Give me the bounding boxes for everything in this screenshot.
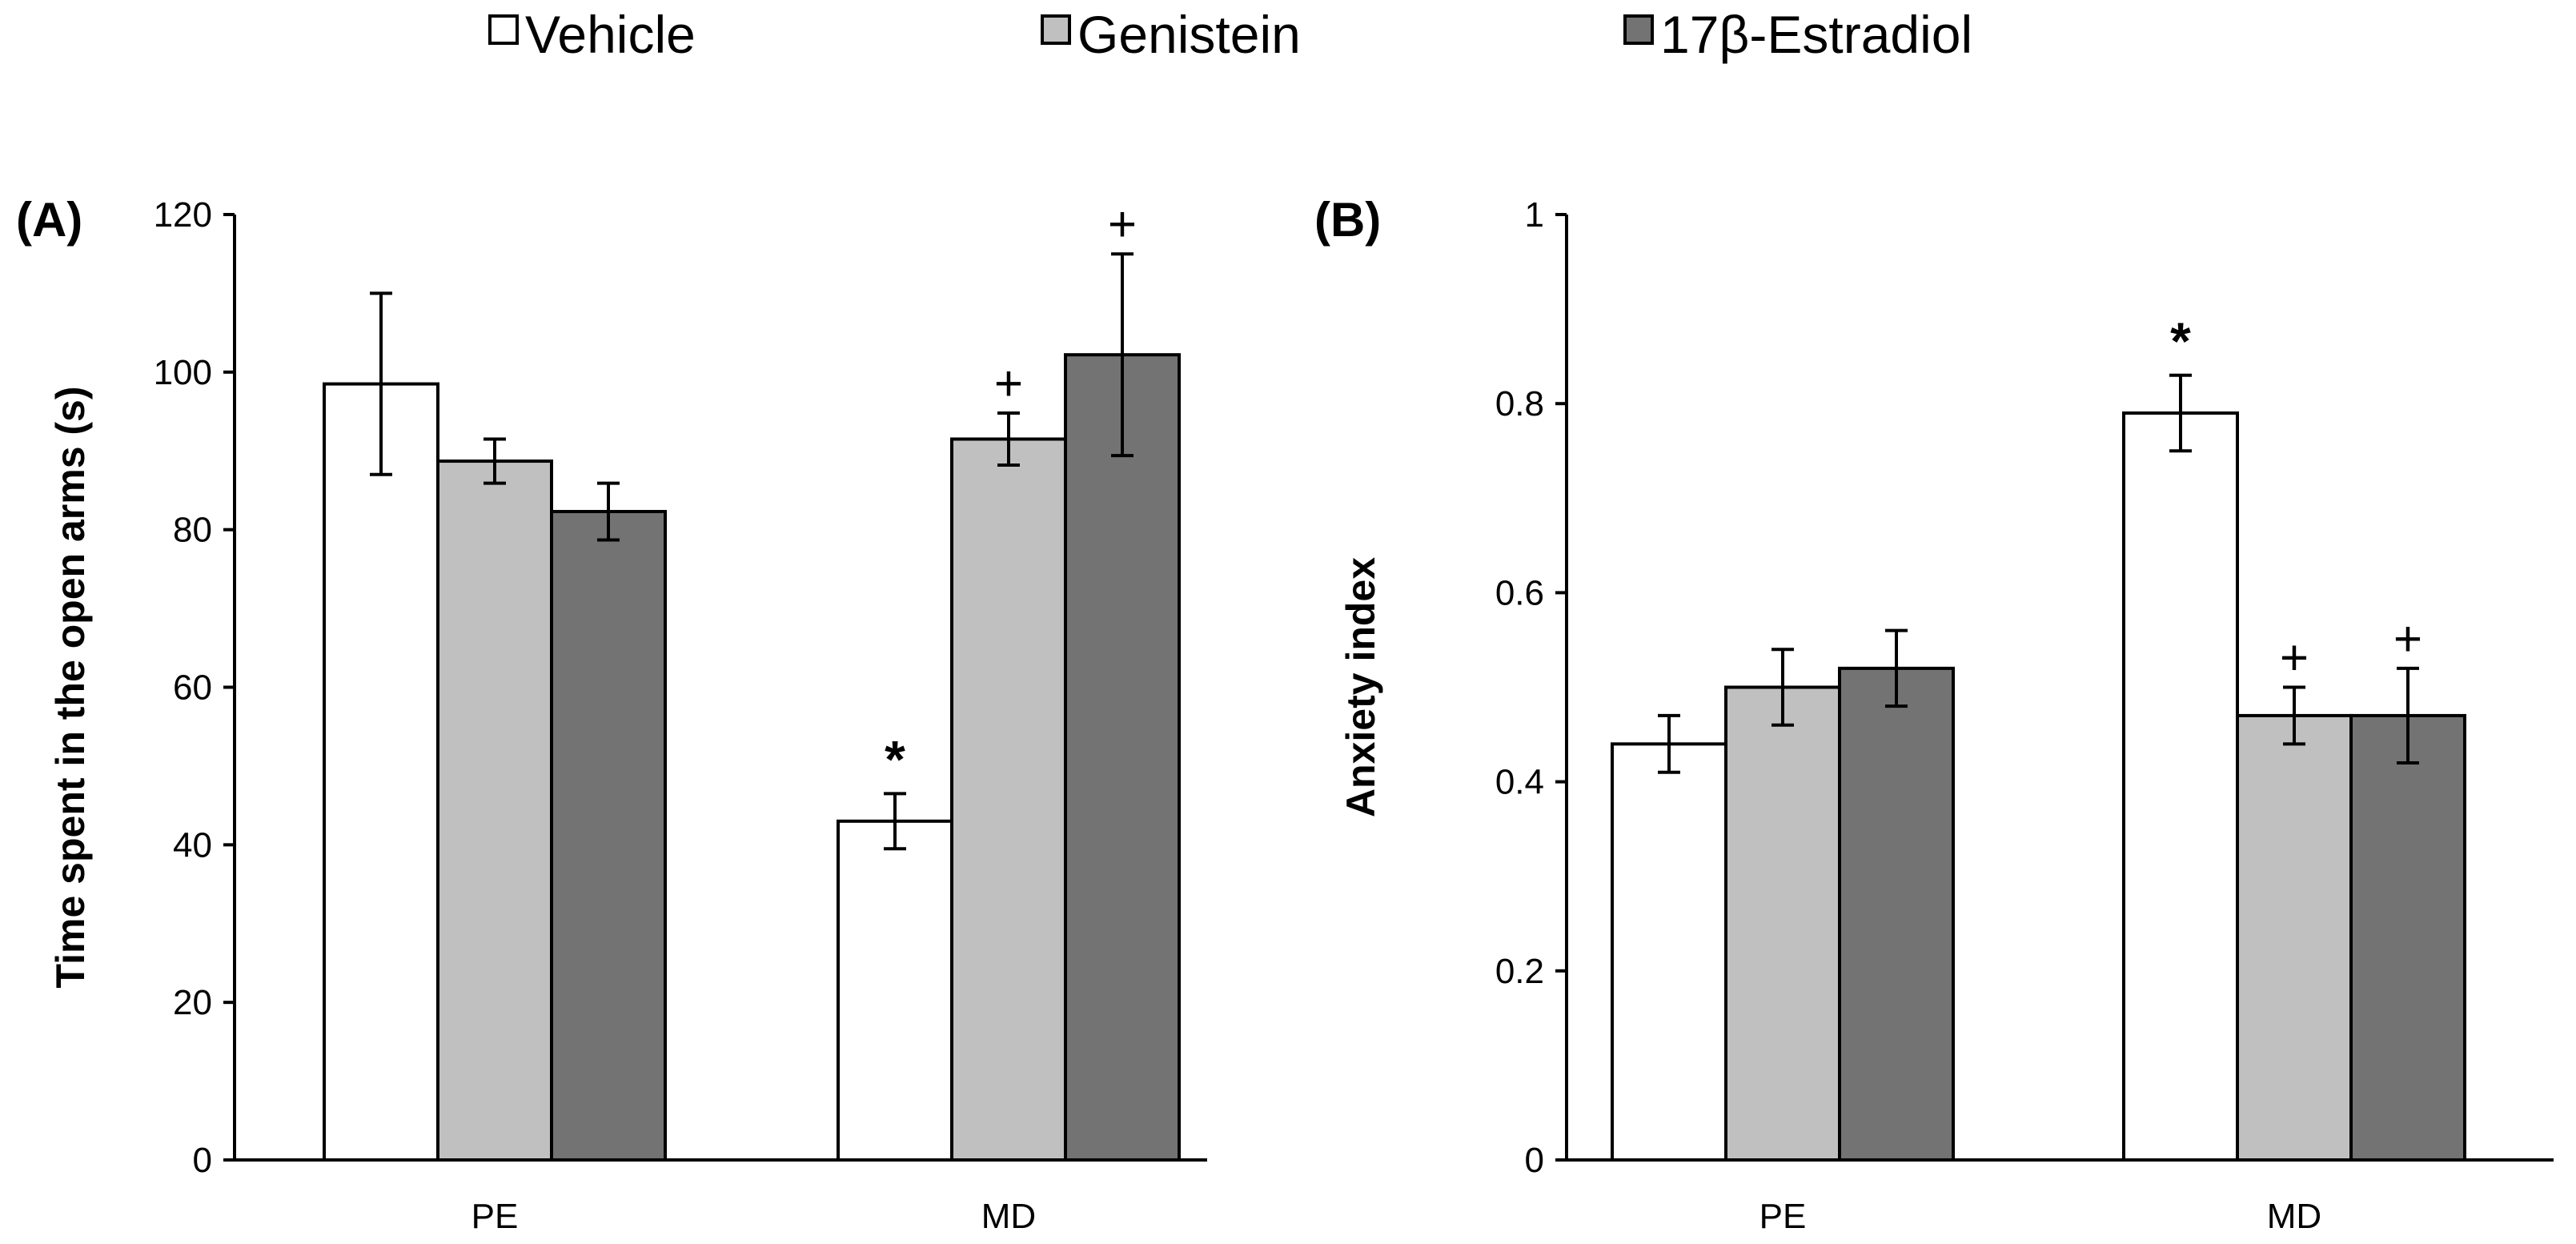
x-tick-label: PE bbox=[471, 1197, 519, 1236]
y-tick-label: 0.4 bbox=[1495, 763, 1544, 802]
legend-swatch bbox=[488, 14, 519, 45]
significance-plus: + bbox=[1108, 197, 1137, 252]
panel-label: (A) bbox=[16, 193, 82, 247]
bar bbox=[950, 437, 1067, 1162]
y-tick-label: 120 bbox=[154, 195, 212, 235]
significance-plus: + bbox=[2393, 612, 2422, 667]
bar bbox=[436, 459, 553, 1162]
y-tick-label: 0.8 bbox=[1495, 384, 1544, 423]
panel-b: (B) Anxiety index 0 0.2 0.4 0.6 0.8 1 * + + PE MD bbox=[1314, 193, 2554, 1236]
legend-label: Vehicle bbox=[525, 5, 696, 64]
y-tick-label: 80 bbox=[173, 511, 212, 550]
bar bbox=[550, 510, 667, 1162]
legend-label: Genistein bbox=[1077, 5, 1301, 64]
panel-label: (B) bbox=[1314, 193, 1381, 247]
x-tick-label: PE bbox=[1759, 1197, 1807, 1236]
y-axis-title: Anxiety index bbox=[1338, 557, 1383, 817]
y-tick-label: 0.6 bbox=[1495, 573, 1544, 612]
bar bbox=[2236, 713, 2353, 1162]
x-tick-label: MD bbox=[981, 1197, 1036, 1236]
bar bbox=[2122, 411, 2239, 1162]
significance-plus: + bbox=[2280, 631, 2309, 686]
significance-asterisk: * bbox=[2170, 311, 2191, 371]
legend-swatch bbox=[1623, 14, 1654, 45]
y-tick-label: 60 bbox=[173, 668, 212, 708]
y-tick-label: 40 bbox=[173, 825, 212, 865]
bar bbox=[2349, 713, 2466, 1162]
panel-a: (A) Time spent in the open arms (s) 0 20 40 6… bbox=[16, 193, 1207, 1236]
y-tick-label: 0 bbox=[1525, 1141, 1544, 1180]
bar bbox=[323, 382, 439, 1162]
significance-asterisk: * bbox=[885, 729, 905, 789]
y-tick-label: 100 bbox=[154, 353, 212, 392]
significance-plus: + bbox=[994, 356, 1023, 411]
y-tick-label: 0 bbox=[193, 1141, 212, 1180]
x-tick-label: MD bbox=[2267, 1197, 2321, 1236]
bar bbox=[1838, 666, 1955, 1162]
bar bbox=[1611, 742, 1727, 1162]
bar bbox=[1064, 353, 1181, 1162]
bar bbox=[837, 819, 953, 1162]
y-tick-label: 1 bbox=[1525, 195, 1544, 235]
y-axis-title: Time spent in the open arms (s) bbox=[48, 386, 93, 988]
legend: Vehicle Genistein 17β-Estradiol bbox=[488, 5, 1972, 64]
y-tick-label: 0.2 bbox=[1495, 952, 1544, 991]
legend-label: 17β-Estradiol bbox=[1660, 5, 1972, 64]
y-tick-label: 20 bbox=[173, 983, 212, 1022]
bar bbox=[1724, 685, 1841, 1162]
legend-swatch bbox=[1041, 14, 1071, 45]
